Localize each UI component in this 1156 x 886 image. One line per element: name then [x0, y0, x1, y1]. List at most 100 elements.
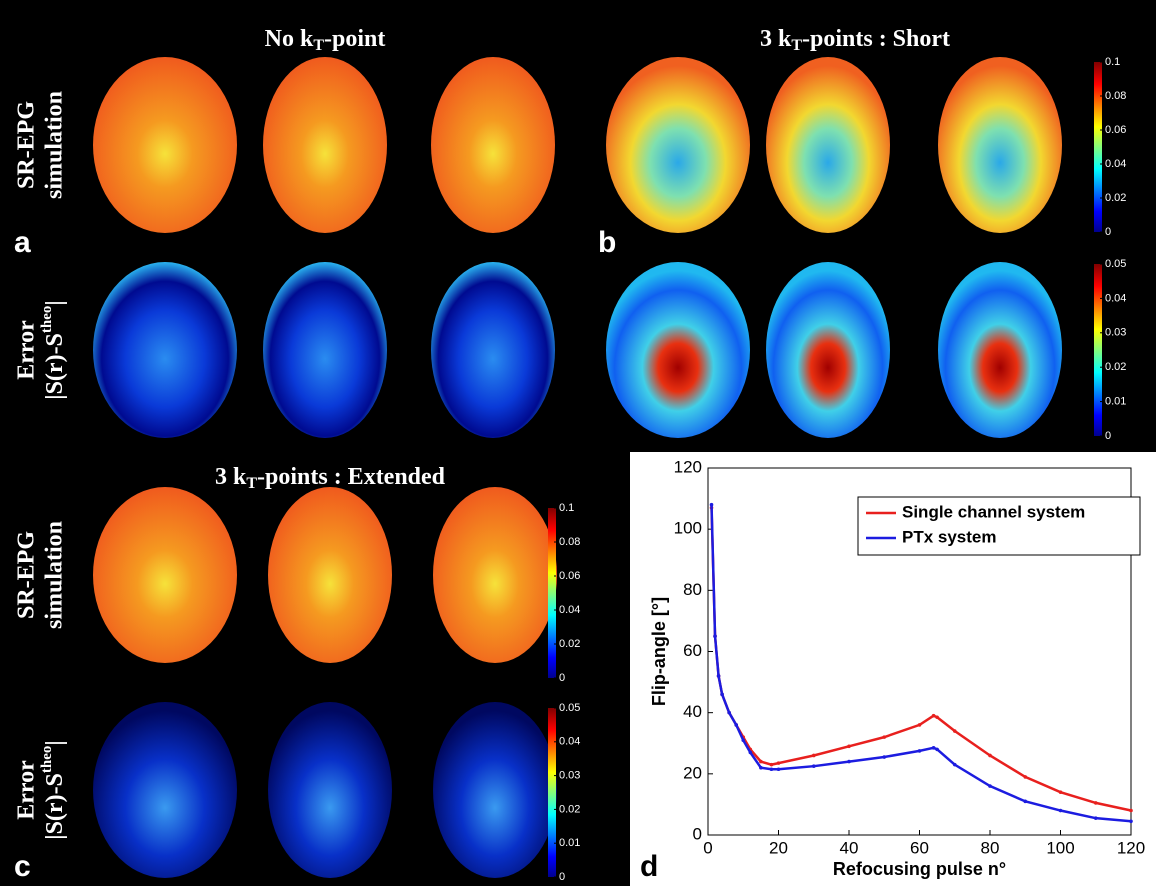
data-point: [935, 715, 939, 719]
panel-letter: d: [640, 850, 658, 883]
data-point: [935, 748, 939, 752]
y-axis-label: Flip-angle [°]: [649, 597, 669, 706]
title-text: 3 k: [215, 464, 247, 490]
colorbar-label: 0.08: [1105, 90, 1126, 102]
colorbar-label: 0.08: [559, 536, 580, 548]
data-point: [1059, 809, 1063, 813]
brain-map: [93, 487, 237, 663]
data-point: [1023, 800, 1027, 804]
brain-map: [433, 487, 557, 663]
panel-letter: a: [14, 226, 31, 259]
brain-map: [766, 262, 890, 438]
brain-map: [433, 702, 557, 878]
x-tick-label: 80: [981, 838, 1000, 857]
y-tick-label: 80: [683, 580, 702, 599]
data-point: [720, 693, 724, 697]
panel-title: No kT-point: [265, 26, 386, 54]
x-tick-label: 60: [910, 838, 929, 857]
colorbar-label: 0: [559, 672, 565, 684]
data-point: [918, 723, 922, 727]
colorbar-label: 0.1: [1105, 56, 1120, 68]
data-point: [713, 634, 717, 638]
brain-map: [93, 262, 237, 438]
colorbar-label: 0.05: [559, 702, 580, 714]
brain-map: [268, 702, 392, 878]
data-point: [1129, 819, 1133, 823]
brain-map: [93, 702, 237, 878]
x-tick-label: 0: [703, 838, 712, 857]
colorbar-label: 0.01: [1105, 396, 1126, 408]
data-point: [812, 764, 816, 768]
colorbar-label: 0.03: [1105, 327, 1126, 339]
title-text: No k: [265, 26, 314, 52]
y-tick-label: 60: [683, 641, 702, 660]
data-point: [847, 760, 851, 764]
data-point: [812, 754, 816, 758]
brain-map: [938, 57, 1062, 233]
data-point: [988, 754, 992, 758]
brain-map: [263, 262, 387, 438]
data-point: [770, 763, 774, 767]
brain-map: [431, 57, 555, 233]
data-point: [1129, 809, 1133, 813]
panel-title: 3 kT-points : Short: [760, 26, 950, 54]
row-label-line: Error: [14, 760, 40, 820]
formula: |: [42, 300, 68, 305]
data-point: [777, 767, 781, 771]
colorbar: [1094, 264, 1102, 436]
legend-label: Single channel system: [902, 502, 1085, 521]
data-point: [749, 751, 753, 755]
formula: |S(r)-S: [42, 333, 68, 400]
data-point: [1023, 775, 1027, 779]
colorbar-label: 0.05: [1105, 258, 1126, 270]
colorbar-label: 0.04: [559, 736, 580, 748]
data-point: [727, 711, 731, 715]
y-tick-label: 100: [674, 519, 702, 538]
data-point: [932, 714, 936, 718]
brain-map: [431, 262, 555, 438]
data-point: [1094, 816, 1098, 820]
colorbar-label: 0.03: [559, 770, 580, 782]
row-label-line: simulation: [42, 91, 68, 199]
colorbar-label: 0.04: [1105, 292, 1126, 304]
colorbar: [1094, 62, 1102, 232]
data-point: [741, 738, 745, 742]
brain-map: [766, 57, 890, 233]
y-tick-label: 40: [683, 702, 702, 721]
data-point: [953, 729, 957, 733]
title-sub: T: [313, 37, 324, 54]
data-point: [953, 763, 957, 767]
row-label-line: Error: [14, 320, 40, 380]
colorbar: [548, 708, 556, 877]
colorbar-label: 0.04: [559, 604, 580, 616]
brain-map: [606, 57, 750, 233]
data-point: [1094, 801, 1098, 805]
data-point: [710, 503, 714, 507]
colorbar-label: 0: [559, 871, 565, 883]
x-axis-label: Refocusing pulse n°: [833, 859, 1006, 879]
brain-map: [93, 57, 237, 233]
formula-sup: theo: [39, 746, 55, 774]
x-tick-label: 40: [840, 838, 859, 857]
x-tick-label: 120: [1117, 838, 1145, 857]
y-tick-label: 120: [674, 457, 702, 476]
brain-map: [938, 262, 1062, 438]
colorbar-label: 0.02: [1105, 361, 1126, 373]
brain-map: [606, 262, 750, 438]
colorbar-label: 0: [1105, 226, 1111, 238]
title-sub: T: [246, 475, 257, 492]
data-point: [717, 674, 721, 678]
data-point: [882, 755, 886, 759]
colorbar-label: 0.01: [559, 837, 580, 849]
formula: |S(r)-S: [42, 773, 68, 840]
data-point: [988, 784, 992, 788]
colorbar-label: 0.06: [1105, 124, 1126, 136]
figure: No kT-point3 kT-points : Short3 kT-point…: [0, 0, 1156, 886]
colorbar-label: 0.04: [1105, 158, 1126, 170]
panel-letter: b: [598, 226, 616, 259]
data-point: [882, 735, 886, 739]
data-point: [1059, 790, 1063, 794]
colorbar-label: 0.02: [559, 638, 580, 650]
data-point: [847, 745, 851, 749]
row-label-line: SR-EPG: [14, 101, 40, 189]
